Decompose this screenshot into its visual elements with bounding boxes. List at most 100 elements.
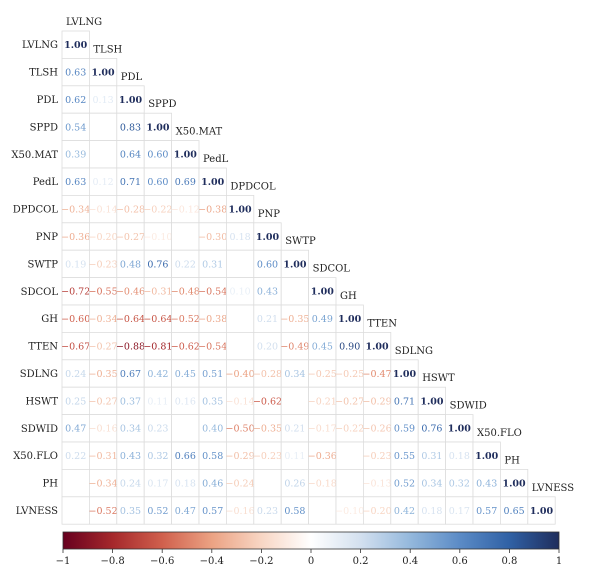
cell-value: 0.58 bbox=[284, 506, 305, 517]
cell-value: 1.00 bbox=[475, 451, 499, 462]
cell-5-3 bbox=[143, 167, 172, 196]
cell-value: −0.38 bbox=[198, 314, 227, 325]
row-label: SDLNG bbox=[20, 369, 58, 380]
cell-16-14 bbox=[445, 468, 474, 498]
cell-12-0 bbox=[61, 359, 90, 388]
cell-10-6 bbox=[225, 304, 255, 333]
column-label: PNP bbox=[258, 209, 280, 220]
heatmap-cells: 1.00 0.63 1.00 0.62 0.13 1.00 0.54 0.00 0.83 1.00… bbox=[61, 30, 556, 525]
cell-value: −0.22 bbox=[335, 424, 364, 435]
cell-value: 0.76 bbox=[421, 424, 442, 435]
cell-value: 1.00 bbox=[256, 232, 280, 243]
cell-value: 0.63 bbox=[65, 68, 86, 79]
cell-value: 0.31 bbox=[421, 451, 442, 462]
cell-10-8 bbox=[280, 304, 310, 333]
cell-14-4 bbox=[171, 414, 200, 443]
cell-17-7 bbox=[253, 496, 282, 525]
cell-7-1 bbox=[89, 222, 118, 251]
cell-11-7 bbox=[253, 331, 282, 361]
cell-4-1 bbox=[89, 140, 118, 169]
cell-value: −0.27 bbox=[335, 396, 364, 407]
cell-16-0 bbox=[61, 468, 90, 498]
cell-value: 0.35 bbox=[202, 396, 223, 407]
cell-12-4 bbox=[171, 359, 200, 388]
cell-value: −0.13 bbox=[363, 479, 392, 490]
cell-value: 0.66 bbox=[175, 451, 196, 462]
cell-value: 0.45 bbox=[175, 369, 196, 380]
cell-10-10 bbox=[335, 304, 364, 333]
cell-value: 0.24 bbox=[120, 479, 141, 490]
cell-value: −0.17 bbox=[308, 424, 337, 435]
column-label: PedL bbox=[203, 154, 229, 165]
cell-16-5 bbox=[198, 468, 227, 498]
cell-value: 0.42 bbox=[147, 369, 168, 380]
cell-value: −0.35 bbox=[280, 314, 309, 325]
cell-value: −0.28 bbox=[253, 369, 282, 380]
colorbar: −1 −0.8 −0.6 −0.4 −0.2 0 0.2 0.4 0.6 0.8 1 bbox=[56, 531, 562, 567]
cell-value: −0.27 bbox=[116, 232, 145, 243]
cell-13-5 bbox=[198, 386, 227, 416]
cell-16-10 bbox=[335, 468, 364, 498]
cell-value: 0.10 bbox=[230, 287, 251, 298]
cell-value: 0.40 bbox=[202, 424, 223, 435]
cell-14-14 bbox=[445, 414, 474, 443]
cell-value: 0.23 bbox=[147, 424, 168, 435]
cell-12-11 bbox=[362, 359, 392, 388]
cell-value: −0.47 bbox=[363, 369, 392, 380]
cell-value: 0.37 bbox=[120, 396, 141, 407]
cell-value: 0.83 bbox=[120, 122, 141, 133]
cell-value: −0.23 bbox=[253, 451, 282, 462]
cell-value: −0.48 bbox=[171, 287, 200, 298]
cell-17-10 bbox=[335, 496, 364, 525]
cell-13-11 bbox=[362, 386, 392, 416]
cell-value: −0.52 bbox=[171, 314, 200, 325]
cell-value: 0.39 bbox=[65, 150, 86, 161]
cell-value: −0.88 bbox=[116, 342, 145, 353]
cell-value: 0.90 bbox=[339, 342, 360, 353]
cell-value: 0.34 bbox=[120, 424, 141, 435]
colorbar-tick-label: −0.4 bbox=[200, 556, 224, 567]
column-label: LVLNG bbox=[66, 17, 102, 28]
cell-value: −0.29 bbox=[226, 451, 255, 462]
cell-15-10 bbox=[335, 441, 364, 470]
cell-value: 1.00 bbox=[119, 95, 143, 106]
cell-value: −0.14 bbox=[89, 205, 118, 216]
cell-value: −0.31 bbox=[89, 451, 118, 462]
cell-value: −0.64 bbox=[143, 314, 172, 325]
cell-value: 0.11 bbox=[284, 451, 305, 462]
cell-value: −0.36 bbox=[308, 451, 337, 462]
cell-value: 0.47 bbox=[65, 424, 86, 435]
cell-value: −0.10 bbox=[143, 232, 172, 243]
cell-7-3 bbox=[143, 222, 172, 251]
colorbar-tick-label: −0.8 bbox=[100, 556, 124, 567]
cell-value: −0.55 bbox=[89, 287, 118, 298]
row-label: PNP bbox=[36, 232, 58, 243]
cell-value: 0.34 bbox=[284, 369, 305, 380]
cell-17-17 bbox=[527, 496, 556, 525]
cell-value: 0.63 bbox=[65, 177, 86, 188]
cell-value: −0.62 bbox=[171, 342, 200, 353]
cell-value: 0.18 bbox=[421, 506, 442, 517]
cell-value: −0.24 bbox=[226, 479, 255, 490]
cell-value: 0.52 bbox=[147, 506, 168, 517]
cell-value: 1.00 bbox=[201, 177, 225, 188]
cell-9-5 bbox=[198, 277, 227, 306]
cell-value: 0.21 bbox=[257, 314, 278, 325]
cell-value: 0.43 bbox=[120, 451, 141, 462]
cell-11-2 bbox=[116, 331, 145, 361]
cell-11-6 bbox=[225, 331, 255, 361]
cell-5-2 bbox=[116, 167, 145, 196]
cell-12-8 bbox=[280, 359, 310, 388]
cell-value: 0.57 bbox=[202, 506, 223, 517]
colorbar-bar bbox=[62, 531, 560, 550]
cell-17-4 bbox=[171, 496, 200, 525]
cell-12-3 bbox=[143, 359, 172, 388]
cell-value: 1.00 bbox=[92, 68, 116, 79]
cell-value: −0.35 bbox=[89, 369, 118, 380]
cell-value: −0.62 bbox=[253, 396, 282, 407]
cell-value: −0.34 bbox=[89, 479, 118, 490]
cell-value: 0.55 bbox=[394, 451, 415, 462]
cell-value: 0.12 bbox=[93, 177, 114, 188]
cell-6-0 bbox=[61, 194, 90, 224]
